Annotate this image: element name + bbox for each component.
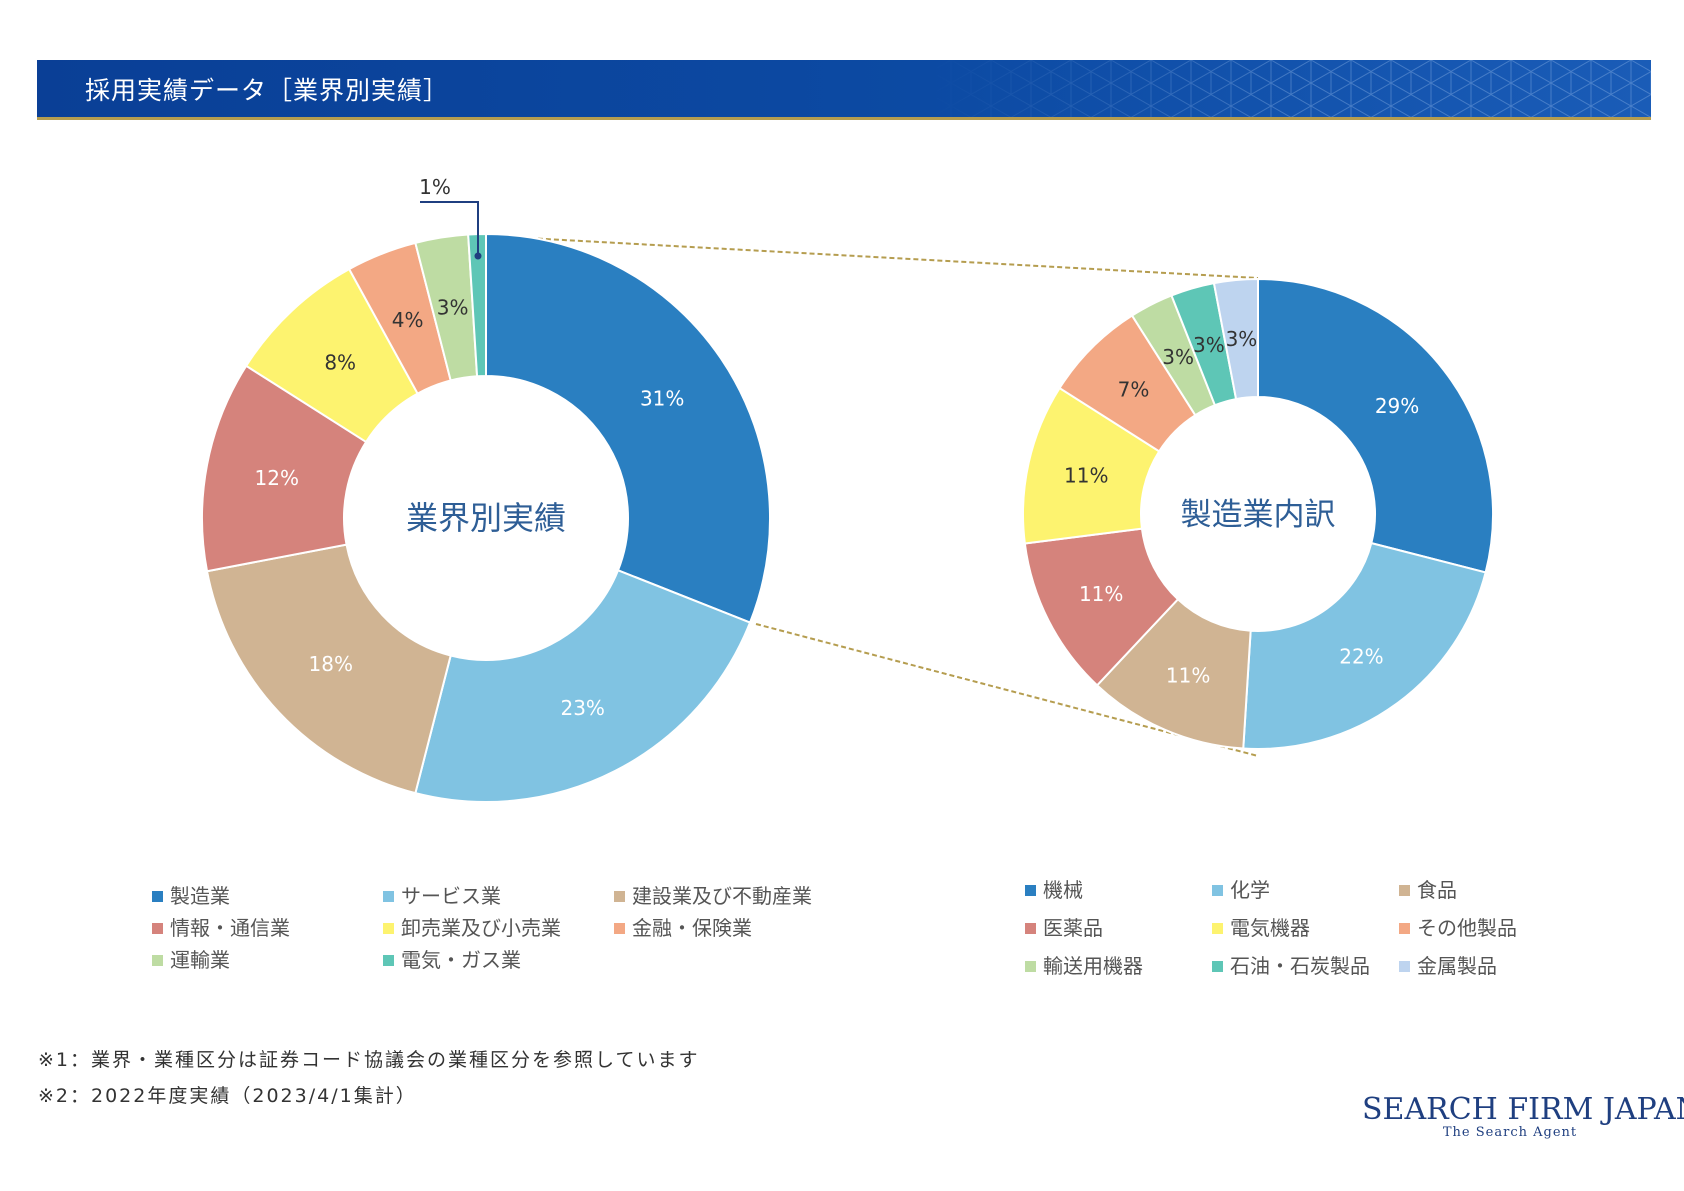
donut-slice (1242, 541, 1487, 750)
legend-swatch (383, 923, 394, 934)
legend-swatch (1212, 923, 1223, 934)
legend-label: 電気機器 (1230, 916, 1310, 940)
legend-label: 化学 (1230, 878, 1270, 902)
legend-swatch (1025, 885, 1036, 896)
legend-item: サービス業 (383, 880, 501, 909)
legend-label: 金融・保険業 (632, 916, 752, 940)
legend-label: その他製品 (1417, 916, 1517, 940)
donut-center-label: 製造業内訳 (1181, 497, 1336, 533)
slice-label: 3% (437, 296, 469, 320)
legend-label: サービス業 (401, 884, 501, 908)
slice-label: 7% (1118, 378, 1150, 402)
legend-item: その他製品 (1399, 912, 1517, 941)
legend-label: 石油・石炭製品 (1230, 954, 1370, 978)
legend-swatch (383, 891, 394, 902)
footnote-1: ※1：業界・業種区分は証券コード協議会の業種区分を参照しています (38, 1049, 700, 1071)
legend-swatch (1212, 961, 1223, 972)
legend-item: 運輸業 (152, 944, 230, 973)
slice-label: 3% (1226, 327, 1258, 351)
legend-swatch (1399, 923, 1410, 934)
donut-slice (1212, 277, 1259, 401)
legend-item: 輸送用機器 (1025, 950, 1143, 979)
footnote-2: ※2：2022年度実績（2023/4/1集計） (38, 1085, 417, 1107)
legend-label: 建設業及び不動産業 (632, 884, 812, 908)
legend-swatch (383, 955, 394, 966)
slice-label: 3% (1193, 333, 1225, 357)
legend-label: 食品 (1417, 878, 1457, 902)
legend-item: 化学 (1212, 874, 1270, 903)
donut-chart-manufacturing: 29%22%11%11%11%7%3%3% 3%製造業内訳 (1022, 277, 1494, 750)
slice-label: 31% (640, 386, 684, 410)
legend-item: 機械 (1025, 874, 1083, 903)
callout-leader-line (420, 201, 479, 256)
legend-swatch (614, 923, 625, 934)
slice-label: 11% (1064, 464, 1108, 488)
slice-label: 4% (392, 308, 424, 332)
legend-label: 医薬品 (1043, 916, 1103, 940)
logo-main-text: SEARCH FIRM JAPAN (1362, 1092, 1684, 1127)
slice-label: 29% (1375, 394, 1419, 418)
legend-swatch (152, 923, 163, 934)
donut-center-label: 業界別実績 (406, 499, 566, 537)
donut-chart-industry: 31% 23% 18% 12% 8% 4% 3% 業界別実績 (200, 232, 771, 803)
legend-label: 運輸業 (170, 948, 230, 972)
legend-swatch (152, 891, 163, 902)
legend-label: 電気・ガス業 (401, 948, 521, 972)
legend-item: 金属製品 (1399, 950, 1497, 979)
legend-swatch (1212, 885, 1223, 896)
legend-item: 電気・ガス業 (383, 944, 521, 973)
legend-item: 金融・保険業 (614, 912, 752, 941)
logo-sub-text: The Search Agent (1442, 1125, 1578, 1140)
legend-label: 金属製品 (1417, 954, 1497, 978)
legend-swatch (152, 955, 163, 966)
donut-slice (414, 568, 752, 803)
legend-item: 情報・通信業 (152, 912, 290, 941)
legend-label: 製造業 (170, 884, 230, 908)
slice-label: 11% (1166, 664, 1210, 688)
legend-label: 輸送用機器 (1043, 954, 1143, 978)
asanoha-pattern-decoration (931, 60, 1651, 117)
legend-swatch (1399, 885, 1410, 896)
callout-leader-dot (474, 252, 482, 260)
page-title: 採用実績データ［業界別実績］ (85, 76, 450, 105)
slice-label: 8% (324, 351, 356, 375)
legend-swatch (614, 891, 625, 902)
donut-slice (467, 232, 487, 378)
legend-item: 石油・石炭製品 (1212, 950, 1370, 979)
slice-label: 18% (309, 652, 353, 676)
donut-slice (205, 543, 452, 795)
legend-label: 情報・通信業 (170, 916, 290, 940)
legend-item: 製造業 (152, 880, 230, 909)
donut-slice (1257, 277, 1494, 574)
slice-label: 3% (1162, 345, 1194, 369)
slice-label: 12% (255, 466, 299, 490)
legend-item: 食品 (1399, 874, 1457, 903)
slice-label: 11% (1079, 582, 1123, 606)
legend-item: 電気機器 (1212, 912, 1310, 941)
callout-label: 1% (419, 175, 451, 199)
donut-slice (200, 364, 368, 573)
legend-item: 建設業及び不動産業 (614, 880, 812, 909)
legend-swatch (1399, 961, 1410, 972)
header-band: 採用実績データ［業界別実績］ (37, 60, 1651, 120)
donut-slice (485, 232, 771, 624)
legend-swatch (1025, 923, 1036, 934)
legend-item: 医薬品 (1025, 912, 1103, 941)
connector-line-top (489, 235, 1259, 279)
slice-label: 23% (560, 696, 604, 720)
legend-label: 機械 (1043, 878, 1083, 902)
slice-label: 22% (1339, 644, 1383, 668)
legend-label: 卸売業及び小売業 (401, 916, 561, 940)
legend-item: 卸売業及び小売業 (383, 912, 561, 941)
company-logo: SEARCH FIRM JAPAN The Search Agent (1362, 1092, 1684, 1140)
legend-swatch (1025, 961, 1036, 972)
